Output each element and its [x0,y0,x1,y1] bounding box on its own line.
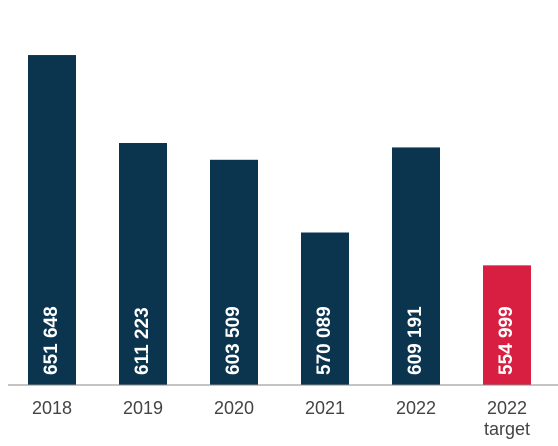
value-label: 570 089 [314,306,335,375]
bar [301,232,349,385]
value-label: 611 223 [132,307,153,375]
x-tick-label: 2018 [31,398,73,418]
bar [483,265,531,385]
bar [119,143,167,385]
value-label: 554 999 [496,306,517,375]
x-tick-label: 2021 [304,398,346,418]
value-label: 603 509 [223,306,244,375]
bar [28,55,76,385]
value-label: 609 191 [405,306,426,375]
x-tick-label: 2020 [213,398,255,418]
x-tick-label: 2022 target [483,398,531,439]
bar [210,159,258,385]
value-label: 651 648 [41,306,62,375]
x-tick-label: 2019 [122,398,164,418]
bar [392,147,440,385]
x-tick-label: 2022 [395,398,437,418]
